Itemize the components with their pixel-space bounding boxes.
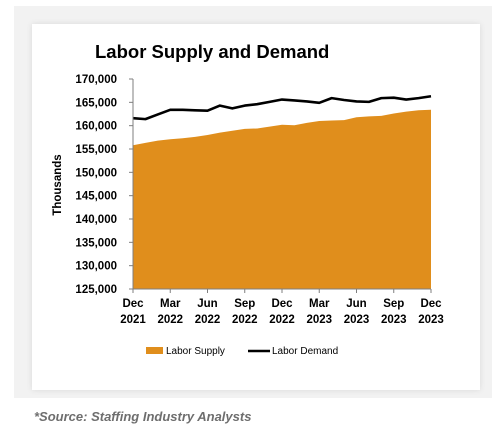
x-tick-label-month: Jun	[197, 298, 217, 310]
x-tick-label-month: Dec	[271, 298, 293, 310]
x-tick-label-month: Mar	[160, 298, 181, 310]
y-tick-label: 160,000	[75, 121, 117, 133]
y-tick-label: 135,000	[75, 237, 117, 249]
x-tick-label-month: Dec	[122, 298, 144, 310]
chart: Labor Supply and Demand Thousands 170,00…	[52, 41, 444, 357]
x-tick-label-year: 2023	[381, 314, 407, 326]
y-tick-label: 145,000	[75, 191, 117, 203]
area-labor-supply	[133, 109, 431, 289]
x-tick-label-year: 2023	[306, 314, 332, 326]
legend: Labor Supply Labor Demand	[146, 346, 338, 357]
x-tick-label-month: Jun	[346, 298, 366, 310]
y-tick-label: 155,000	[75, 144, 117, 156]
x-tick-label-month: Mar	[309, 298, 330, 310]
y-tick-label: 150,000	[75, 167, 117, 179]
x-tick-label-month: Sep	[234, 298, 255, 310]
plot-area	[132, 94, 432, 289]
y-tick-label: 130,000	[75, 261, 117, 273]
y-tick-label: 170,000	[75, 74, 117, 86]
x-tick-label-year: 2022	[232, 314, 258, 326]
y-axis-title: Thousands	[52, 154, 64, 215]
source-note: *Source: Staffing Industry Analysts	[34, 409, 252, 424]
x-tick-label-year: 2023	[418, 314, 444, 326]
legend-label-labor-demand: Labor Demand	[272, 346, 338, 357]
x-tick-label-year: 2022	[269, 314, 295, 326]
y-tick-label: 140,000	[75, 214, 117, 226]
x-tick-label-year: 2021	[120, 314, 146, 326]
x-tick-label-year: 2022	[195, 314, 221, 326]
y-tick-label: 125,000	[75, 284, 117, 296]
y-tick-label: 165,000	[75, 97, 117, 109]
x-tick-label-year: 2023	[344, 314, 370, 326]
x-tick-label-month: Dec	[420, 298, 442, 310]
axes: 170,000 165,000 160,000 155,000 150,000 145,0…	[75, 74, 443, 326]
legend-swatch-labor-supply	[146, 347, 163, 354]
x-tick-label-month: Sep	[383, 298, 404, 310]
x-tick-label-year: 2022	[157, 314, 183, 326]
chart-title: Labor Supply and Demand	[95, 41, 329, 62]
legend-label-labor-supply: Labor Supply	[166, 346, 225, 357]
line-labor-demand	[132, 94, 432, 121]
